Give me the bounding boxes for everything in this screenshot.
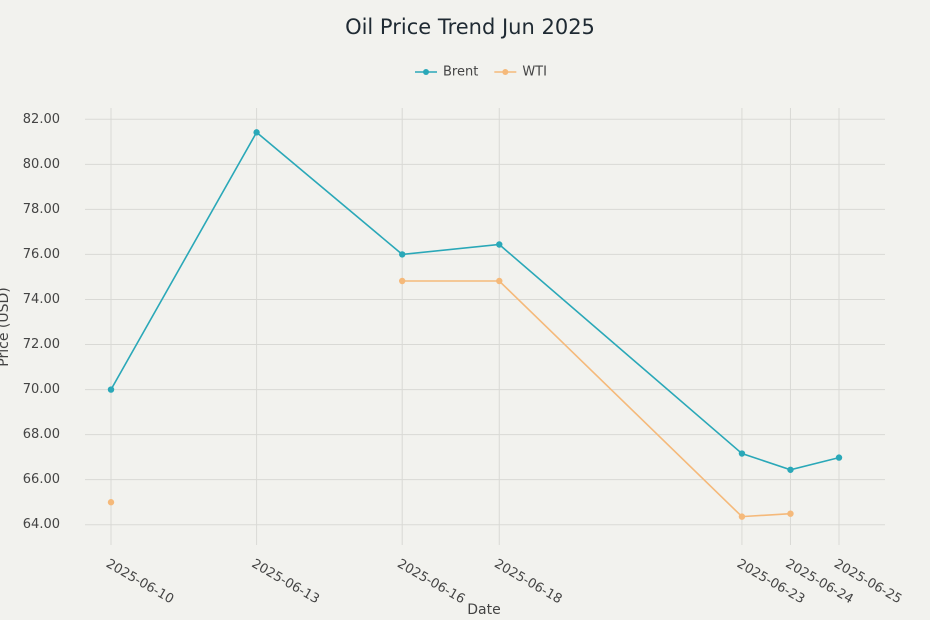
y-tick-label: 74.00 xyxy=(23,292,60,307)
y-tick-label: 64.00 xyxy=(23,517,60,532)
x-axis-label: Date xyxy=(467,602,500,618)
point xyxy=(496,241,503,248)
point xyxy=(253,129,260,136)
series-line xyxy=(110,131,840,471)
point xyxy=(399,277,406,285)
point xyxy=(835,454,843,461)
x-tick-label: 2025-06-10 xyxy=(103,557,176,608)
point xyxy=(738,450,746,457)
legend-marker xyxy=(423,69,429,75)
point xyxy=(399,251,406,258)
y-tick-label: 72.00 xyxy=(23,337,60,352)
series-line xyxy=(402,280,791,518)
y-tick-label: 78.00 xyxy=(23,202,60,217)
x-tick-label: 2025-06-18 xyxy=(492,557,565,608)
x-tick-label: 2025-06-13 xyxy=(249,557,322,608)
point xyxy=(107,499,115,506)
point xyxy=(787,466,794,473)
legend-marker xyxy=(502,69,509,75)
point xyxy=(107,386,115,393)
y-tick-label: 82.00 xyxy=(23,112,60,127)
y-tick-label: 66.00 xyxy=(23,472,60,487)
y-tick-label: 68.00 xyxy=(23,427,60,442)
y-tick-label: 70.00 xyxy=(23,382,60,397)
y-tick-label: 80.00 xyxy=(23,157,60,172)
point xyxy=(738,513,746,520)
y-axis-label: Price (USD) xyxy=(0,287,12,366)
x-tick-label: 2025-06-16 xyxy=(394,557,467,608)
point xyxy=(496,277,503,285)
legend-label: WTI xyxy=(522,65,547,80)
legend-label: Brent xyxy=(443,65,478,80)
point xyxy=(787,510,794,517)
y-tick-label: 76.00 xyxy=(23,247,60,262)
chart-title: Oil Price Trend Jun 2025 xyxy=(345,15,595,39)
